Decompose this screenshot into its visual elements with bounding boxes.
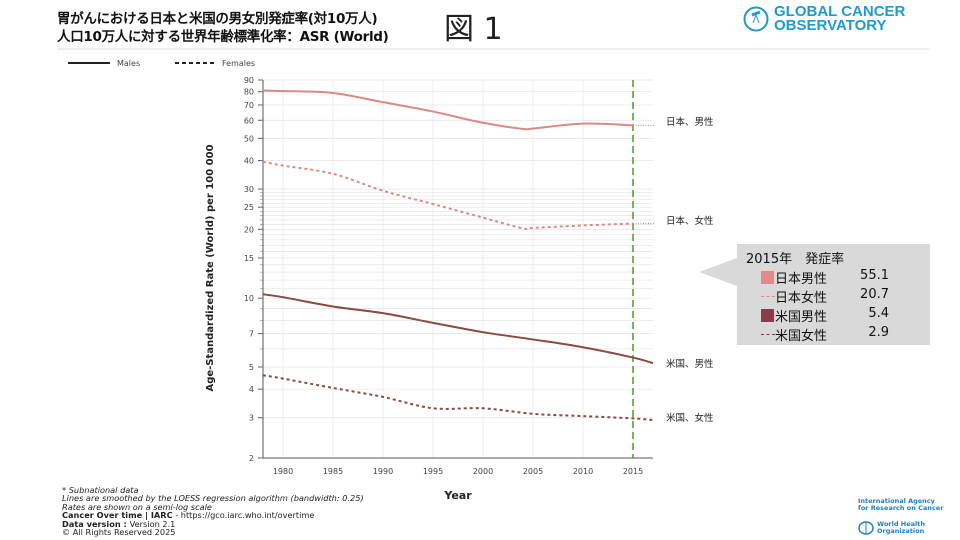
who-text-2: Organization (877, 527, 925, 535)
who-text-1: World Health (877, 520, 925, 528)
x-tick-label: 2005 (523, 467, 543, 476)
y-tick-label: 90 (244, 76, 254, 85)
title-line-2: 人口10万人に対する世界年齢標準化率：ASR (World) (57, 29, 389, 45)
callout-pointer (699, 258, 737, 286)
callout-item: 日本男性 (761, 268, 827, 287)
label-japan-female: 日本、女性 (666, 215, 714, 227)
x-tick-label: 1980 (273, 467, 293, 476)
iarc-logo: International Agency for Research on Can… (858, 498, 943, 512)
legend-males-label: Males (117, 59, 140, 68)
version-label: Data version : (62, 518, 130, 529)
series-line-3 (262, 293, 654, 365)
callout-item-label: 米国男性 (775, 310, 828, 325)
x-tick-label: 1995 (423, 467, 443, 476)
x-tick-label: 1990 (373, 467, 393, 476)
callout-item-value: 5.4 (868, 306, 889, 321)
legend-females-label: Females (222, 59, 255, 68)
note-subnational: * Subnational data (62, 485, 139, 495)
iarc-text-2: for Research on Cancer (858, 504, 944, 512)
callout-box: 2015年 発症率 日本男性 55.1 日本女性 20.7 米国男性 5.4 米国女性 2.9 (737, 244, 930, 345)
callout-item-label: 日本女性 (775, 291, 828, 306)
x-tick-label: 1985 (323, 467, 343, 476)
x-tick-label: 2000 (473, 467, 493, 476)
callout-heading: 2015年 発症率 (746, 252, 845, 267)
note-source: Cancer Over time | IARC - https://gco.ia… (62, 511, 364, 519)
series-line-4 (262, 374, 654, 422)
y-tick-label: 7 (249, 330, 254, 339)
label-us-male: 米国、男性 (666, 358, 714, 370)
y-tick-label: 70 (244, 101, 254, 110)
y-tick-label: 4 (249, 385, 254, 394)
who-logo: World Health Organization (858, 521, 925, 535)
y-tick-label: 40 (244, 157, 254, 166)
source-name: Cancer Over time | IARC (62, 510, 173, 521)
y-tick-label: 15 (244, 254, 254, 263)
logo-text-1: GLOBAL CANCER (774, 3, 906, 20)
callout-item: 米国女性 (761, 325, 827, 344)
version-value: Version 2.1 (129, 518, 176, 529)
series-line-2 (262, 160, 634, 231)
note-copyright: © All Rights Reserved 2025 (62, 527, 176, 538)
gco-logo: GLOBAL CANCER OBSERVATORY (743, 3, 906, 34)
note-version: Data version : Version 2.1 (62, 518, 364, 529)
y-tick-label: 25 (244, 203, 254, 212)
telescope-icon (743, 6, 769, 32)
logo-text-2: OBSERVATORY (774, 17, 887, 34)
label-japan-male: 日本、男性 (666, 116, 714, 128)
who-emblem-icon (858, 521, 874, 535)
callout-item: 米国男性 (761, 306, 827, 325)
note-loess: Lines are smoothed by the LOESS regressi… (62, 493, 364, 504)
iarc-text-1: International Agency (858, 497, 935, 505)
callout-item-value: 55.1 (860, 268, 889, 283)
y-tick-label: 3 (249, 414, 254, 423)
title-line-1: 胃がんにおける日本と米国の男女別発症率(対10万人) (57, 11, 378, 27)
square-marker-icon (761, 309, 774, 322)
dash-marker-icon (761, 296, 775, 297)
y-tick-label: 5 (249, 363, 254, 372)
callout-item-label: 米国女性 (775, 329, 828, 344)
y-tick-label: 10 (244, 294, 254, 303)
y-tick-label: 80 (244, 88, 254, 97)
x-tick-label: 2015 (623, 467, 643, 476)
callout-item-label: 日本男性 (775, 272, 828, 287)
figure-label: 図 1 (444, 12, 503, 47)
y-tick-label: 50 (244, 134, 254, 143)
y-tick-label: 20 (244, 225, 254, 234)
legend: Males Females (68, 59, 255, 68)
source-url: - https://gco.iarc.who.int/overtime (172, 510, 315, 521)
series-line-1 (262, 89, 634, 131)
y-tick-label: 30 (244, 185, 254, 194)
dash-marker-icon (761, 334, 775, 335)
callout-item: 日本女性 (761, 287, 827, 306)
square-marker-icon (761, 271, 774, 284)
y-axis-label: Age-Standardized Rate (World) per 100 00… (205, 144, 216, 391)
footnotes: * Subnational data Lines are smoothed by… (62, 485, 364, 538)
note-semilog: Rates are shown on a semi-log scale (62, 501, 212, 512)
callout-item-value: 2.9 (868, 325, 889, 340)
x-tick-label: 2010 (573, 467, 593, 476)
callout-item-value: 20.7 (860, 287, 889, 302)
y-tick-label: 2 (249, 454, 254, 463)
label-us-female: 米国、女性 (666, 412, 714, 424)
x-axis-label: Year (443, 489, 472, 502)
y-tick-label: 60 (244, 116, 254, 125)
